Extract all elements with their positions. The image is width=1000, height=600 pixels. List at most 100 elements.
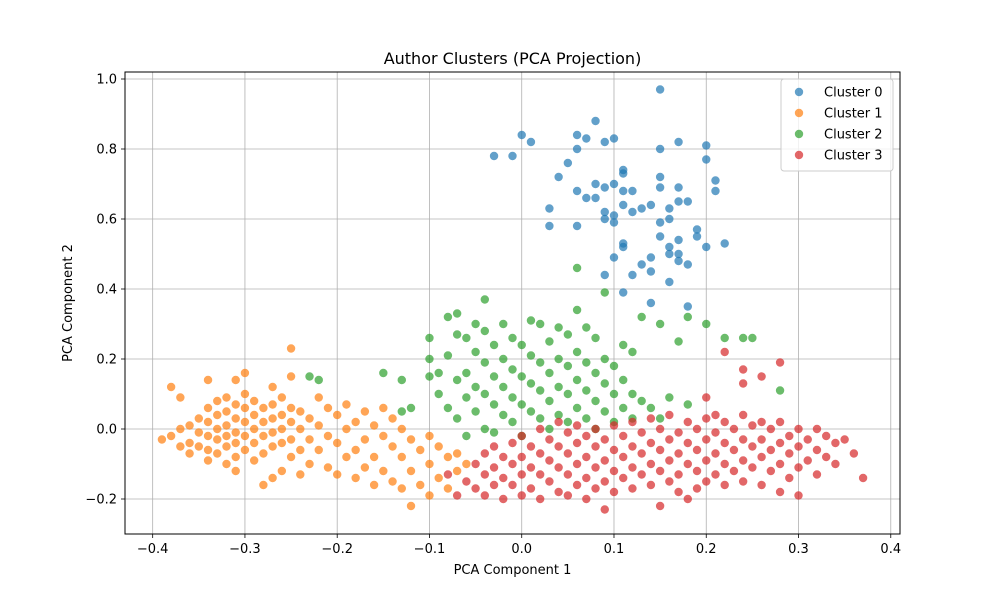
data-point — [665, 242, 674, 252]
data-point — [369, 480, 379, 490]
data-point — [812, 470, 822, 479]
data-point — [600, 379, 609, 388]
data-point — [231, 428, 240, 437]
legend-box — [780, 78, 894, 172]
series-cluster-3 — [443, 347, 868, 514]
data-point — [748, 463, 757, 472]
data-point — [628, 347, 637, 357]
data-point — [351, 417, 360, 427]
data-point — [480, 389, 490, 399]
data-point — [794, 491, 803, 500]
data-point — [637, 204, 646, 213]
y-tick-label: 0.0 — [96, 423, 117, 438]
data-point — [609, 445, 619, 455]
data-point — [471, 382, 480, 392]
data-point — [462, 459, 471, 469]
data-point — [323, 403, 333, 413]
x-axis-label: PCA Component 1 — [454, 563, 572, 578]
data-point — [563, 470, 573, 479]
data-point — [637, 312, 646, 322]
data-point — [794, 424, 803, 434]
data-point — [720, 333, 729, 343]
data-point — [757, 417, 766, 427]
data-point — [572, 130, 582, 140]
data-point — [369, 452, 379, 462]
data-point — [462, 393, 471, 402]
data-point — [591, 424, 600, 434]
data-point — [434, 368, 443, 378]
data-point — [443, 403, 453, 413]
legend-label: Cluster 3 — [824, 149, 883, 164]
data-point — [203, 375, 213, 385]
data-point — [674, 137, 683, 147]
data-point — [499, 382, 508, 392]
data-point — [425, 459, 434, 469]
data-point — [480, 491, 490, 500]
data-point — [646, 298, 656, 308]
data-point — [489, 400, 499, 409]
data-point — [729, 466, 739, 476]
data-point — [517, 400, 526, 409]
data-point — [674, 337, 683, 346]
data-point — [572, 403, 582, 413]
data-point — [674, 449, 683, 458]
data-point — [665, 456, 674, 465]
data-point — [619, 200, 628, 210]
data-point — [554, 417, 563, 427]
data-point — [674, 470, 683, 479]
data-point — [314, 445, 323, 455]
data-point — [471, 347, 480, 357]
data-point — [397, 452, 406, 462]
data-point — [360, 435, 370, 444]
data-point — [702, 393, 711, 402]
y-axis-ticks: −0.2 0.0 0.2 0.4 0.6 0.8 1.0 — [85, 73, 125, 508]
data-point — [462, 431, 471, 441]
data-point — [425, 491, 434, 500]
data-point — [785, 431, 794, 441]
data-point — [720, 417, 729, 427]
data-point — [646, 414, 656, 423]
data-point — [757, 435, 766, 444]
data-point — [748, 333, 757, 343]
data-point — [572, 305, 582, 315]
data-point — [240, 389, 250, 399]
data-point — [333, 470, 342, 479]
data-point — [655, 144, 665, 154]
x-tick-label: −0.2 — [321, 542, 353, 557]
data-point — [213, 396, 222, 406]
data-point — [259, 480, 268, 490]
data-point — [231, 452, 240, 462]
plot-frame — [124, 71, 901, 535]
data-point — [286, 417, 296, 427]
data-point — [572, 144, 582, 154]
data-point — [582, 386, 591, 395]
data-point — [563, 158, 573, 168]
data-point — [609, 389, 619, 399]
data-point — [849, 449, 859, 458]
data-point — [406, 435, 416, 444]
data-point — [166, 431, 176, 441]
data-point — [803, 456, 812, 465]
data-point — [665, 477, 674, 486]
data-point — [425, 372, 434, 381]
data-point — [508, 151, 517, 161]
legend-label: Cluster 2 — [824, 128, 883, 143]
data-point — [655, 183, 665, 192]
data-point — [416, 480, 425, 490]
data-point — [194, 442, 204, 451]
data-point — [711, 186, 720, 196]
data-point — [582, 473, 591, 483]
data-point — [766, 445, 776, 455]
data-point — [471, 319, 480, 329]
data-point — [231, 438, 240, 448]
data-point — [452, 330, 462, 339]
data-point — [517, 470, 526, 479]
data-point — [240, 431, 250, 441]
data-point — [609, 361, 619, 371]
data-point — [249, 396, 259, 406]
data-point — [213, 435, 222, 444]
data-point — [711, 176, 720, 185]
data-point — [720, 459, 729, 469]
data-point — [600, 207, 609, 217]
data-point — [655, 445, 665, 455]
